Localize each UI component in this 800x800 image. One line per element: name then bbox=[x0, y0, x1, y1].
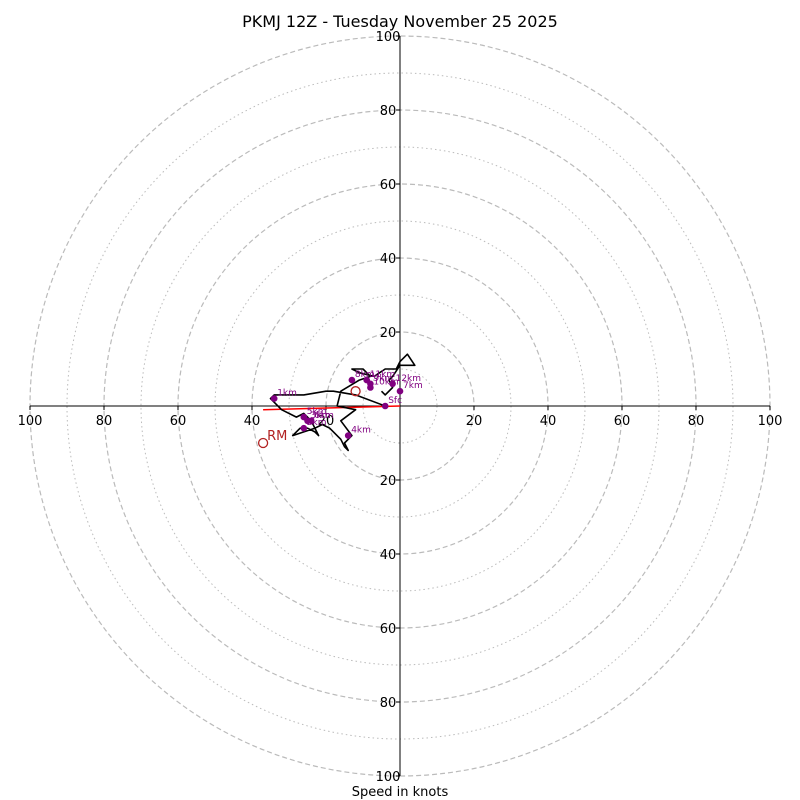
x-axis-label: Speed in knots bbox=[352, 785, 449, 800]
height-marker-label: 1km bbox=[277, 389, 297, 399]
y-tick-label: 60 bbox=[380, 178, 397, 193]
x-tick-label: 20 bbox=[466, 414, 483, 429]
height-marker-label: 12km bbox=[396, 374, 421, 384]
chart-title: PKMJ 12Z - Tuesday November 25 2025 bbox=[242, 12, 558, 31]
x-tick-label: 100 bbox=[758, 414, 783, 429]
tick-labels: 100 80 60 40 20 20 40 60 80 100100806040202040608… bbox=[18, 30, 783, 785]
left-mover-marker bbox=[350, 386, 361, 397]
storm-vector-line bbox=[263, 405, 401, 411]
height-marker-label: Sfc bbox=[388, 396, 402, 406]
height-marker-8km bbox=[348, 376, 356, 384]
height-marker-label: 4km bbox=[351, 426, 371, 436]
height-marker-Sfc bbox=[381, 402, 389, 410]
x-tick-label: 60 bbox=[170, 414, 187, 429]
height-marker-label: 11km bbox=[370, 370, 395, 380]
y-tick-label: 80 bbox=[380, 696, 397, 711]
right-mover-label: RM bbox=[267, 429, 287, 444]
height-marker-10km bbox=[367, 384, 374, 391]
hodograph-trace-line bbox=[269, 353, 416, 452]
height-marker-11km bbox=[363, 376, 371, 384]
storm-movers: RM bbox=[257, 386, 361, 449]
height-marker-label: 9km bbox=[373, 374, 393, 384]
y-tick-label: 100 bbox=[376, 770, 401, 785]
height-marker-label: 6km bbox=[314, 411, 334, 421]
y-tick-label: 40 bbox=[380, 252, 397, 267]
height-marker-4km bbox=[344, 432, 352, 439]
x-tick-label: 40 bbox=[244, 414, 261, 429]
y-tick-label: 20 bbox=[380, 326, 397, 341]
storm-motion-vector bbox=[263, 405, 401, 411]
height-marker-label: 2km bbox=[307, 418, 327, 428]
y-tick-label: 40 bbox=[380, 548, 397, 563]
height-marker-2km bbox=[300, 424, 308, 432]
x-tick-label: 80 bbox=[96, 414, 113, 429]
height-marker-12km bbox=[389, 380, 396, 388]
y-tick-label: 100 bbox=[376, 30, 401, 45]
height-marker-6km bbox=[307, 417, 315, 425]
height-marker-label: 7km bbox=[403, 381, 423, 391]
hodograph-trace bbox=[269, 353, 416, 452]
y-tick-label: 80 bbox=[380, 104, 397, 119]
height-marker-label: 3km bbox=[311, 411, 331, 421]
y-tick-label: 60 bbox=[380, 622, 397, 637]
height-marker-label: 5km bbox=[307, 407, 327, 417]
x-tick-label: 80 bbox=[688, 414, 705, 429]
x-tick-label: 60 bbox=[614, 414, 631, 429]
height-marker-label: 10km bbox=[373, 378, 398, 388]
right-mover-marker bbox=[257, 437, 269, 449]
x-tick-label: 100 bbox=[18, 414, 43, 429]
height-marker-7km bbox=[396, 387, 404, 395]
x-tick-label: 40 bbox=[540, 414, 557, 429]
height-marker-5km bbox=[300, 413, 308, 421]
y-tick-label: 20 bbox=[380, 474, 397, 489]
height-marker-1km bbox=[270, 395, 278, 402]
height-marker-label: 8km bbox=[355, 370, 375, 380]
